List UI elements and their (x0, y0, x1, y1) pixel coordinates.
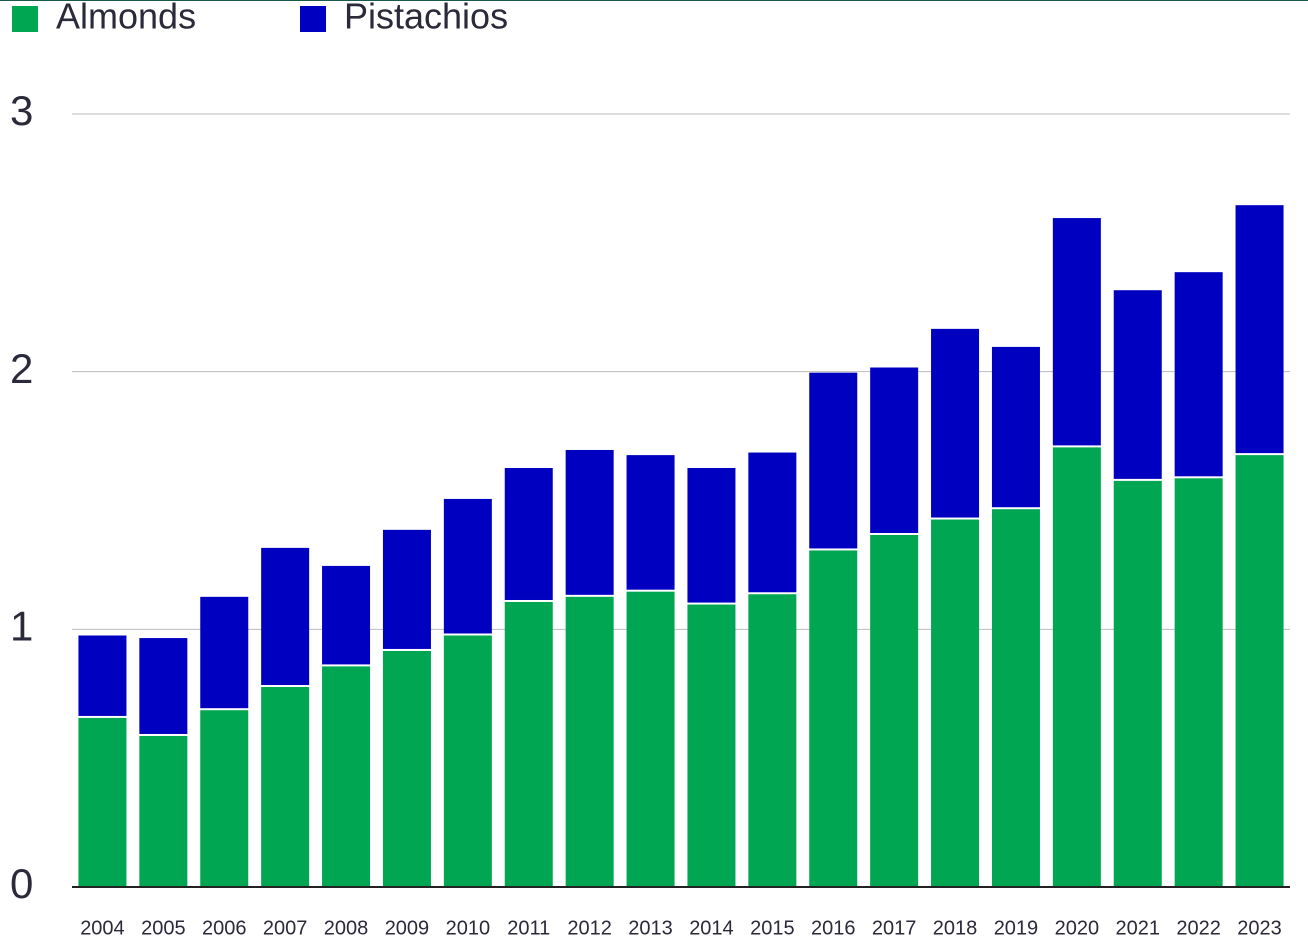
x-tick-label: 2018 (933, 917, 978, 939)
x-tick-label: 2021 (1116, 917, 1161, 939)
bar-segment (626, 455, 675, 590)
bar-segment (626, 591, 675, 886)
bar-segment (504, 601, 553, 886)
x-tick-label: 2015 (750, 917, 795, 939)
y-tick-label: 1 (10, 602, 33, 649)
bar-segment (870, 367, 919, 533)
bar-segment (443, 498, 492, 634)
bar-segment (200, 596, 249, 709)
bar-segment (565, 449, 614, 595)
bar-segment (809, 550, 858, 886)
y-tick-label: 3 (10, 87, 33, 134)
bar-segment (443, 635, 492, 886)
bar-segment (139, 638, 188, 734)
x-tick-label: 2008 (324, 917, 369, 939)
bar-segment (1235, 455, 1284, 886)
bar-segment (1113, 480, 1162, 886)
legend-swatch (300, 6, 326, 32)
x-tick-label: 2006 (202, 917, 247, 939)
bar-segment (139, 735, 188, 886)
bar-segment (78, 717, 127, 886)
legend-label: Pistachios (344, 0, 508, 37)
bar-segment (748, 452, 797, 593)
x-tick-label: 2017 (872, 917, 917, 939)
bar-segment (200, 710, 249, 886)
bar-segment (1052, 218, 1101, 446)
bar-segment (991, 509, 1040, 886)
x-tick-label: 2009 (385, 917, 430, 939)
bar-segment (931, 519, 980, 886)
bar-segment (687, 468, 736, 603)
bar-segment (1174, 272, 1223, 477)
x-tick-label: 2020 (1055, 917, 1100, 939)
x-tick-label: 2007 (263, 917, 308, 939)
legend-swatch (12, 6, 38, 32)
x-tick-label: 2010 (446, 917, 491, 939)
x-tick-label: 2019 (994, 917, 1039, 939)
bar-segment (687, 604, 736, 886)
legend-label: Almonds (56, 0, 196, 37)
y-tick-label: 0 (10, 860, 33, 907)
x-tick-label: 2016 (811, 917, 856, 939)
bar-segment (382, 529, 431, 649)
bar-segment (261, 687, 310, 886)
bar-segment (322, 666, 371, 886)
x-tick-label: 2022 (1176, 917, 1221, 939)
x-tick-label: 2012 (567, 917, 612, 939)
bar-segment (78, 635, 127, 716)
bar-segment (748, 594, 797, 886)
bar-segment (382, 650, 431, 886)
bar-segment (322, 565, 371, 665)
x-tick-label: 2013 (628, 917, 673, 939)
bar-segment (504, 468, 553, 600)
x-tick-label: 2004 (80, 917, 125, 939)
y-tick-label: 2 (10, 345, 33, 392)
bar-segment (1113, 290, 1162, 479)
bar-segment (870, 534, 919, 886)
bar-segment (991, 346, 1040, 508)
bar-segment (565, 596, 614, 886)
bar-segment (261, 547, 310, 686)
bar-segment (1052, 447, 1101, 886)
x-tick-label: 2011 (507, 917, 550, 939)
bar-segment (931, 328, 980, 518)
bar-segment (1174, 478, 1223, 886)
bar-segment (809, 372, 858, 549)
x-tick-label: 2005 (141, 917, 186, 939)
x-tick-label: 2023 (1237, 917, 1282, 939)
bar-segment (1235, 205, 1284, 454)
x-tick-label: 2014 (689, 917, 734, 939)
